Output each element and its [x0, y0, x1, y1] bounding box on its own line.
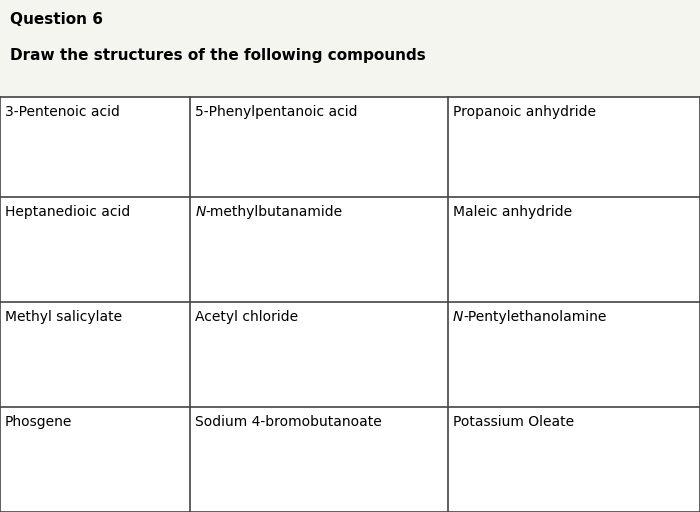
Text: -Pentylethanolamine: -Pentylethanolamine	[463, 310, 607, 324]
Text: Maleic anhydride: Maleic anhydride	[453, 205, 572, 219]
Bar	[190, 97, 448, 197]
Bar	[448, 302, 700, 407]
Bar	[190, 302, 448, 407]
Text: Phosgene: Phosgene	[5, 415, 72, 429]
Bar	[448, 407, 700, 512]
Text: N: N	[195, 205, 206, 219]
Text: 3-Pentenoic acid: 3-Pentenoic acid	[5, 105, 120, 119]
Bar	[190, 407, 448, 512]
Text: Sodium 4-bromobutanoate: Sodium 4-bromobutanoate	[195, 415, 382, 429]
Bar	[0, 407, 190, 512]
Bar	[448, 97, 700, 197]
Bar	[0, 97, 190, 197]
Bar	[448, 197, 700, 302]
Bar	[0, 302, 190, 407]
Text: Draw the structures of the following compounds: Draw the structures of the following com…	[10, 48, 426, 63]
Text: N: N	[453, 310, 463, 324]
Bar	[0, 197, 190, 302]
Text: -methylbutanamide: -methylbutanamide	[206, 205, 343, 219]
Text: Potassium Oleate: Potassium Oleate	[453, 415, 574, 429]
Text: Question 6: Question 6	[10, 12, 103, 27]
Text: Acetyl chloride: Acetyl chloride	[195, 310, 298, 324]
Text: 5-Phenylpentanoic acid: 5-Phenylpentanoic acid	[195, 105, 358, 119]
Text: Methyl salicylate: Methyl salicylate	[5, 310, 122, 324]
Text: Heptanedioic acid: Heptanedioic acid	[5, 205, 130, 219]
Bar	[190, 197, 448, 302]
Text: Propanoic anhydride: Propanoic anhydride	[453, 105, 596, 119]
